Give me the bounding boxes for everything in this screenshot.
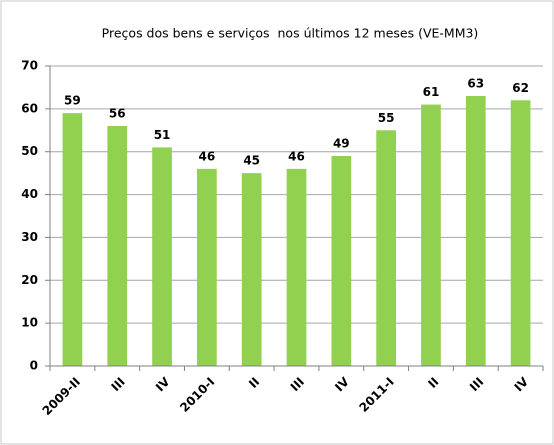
bar (241, 173, 262, 366)
bar (465, 96, 486, 366)
bar (152, 147, 172, 366)
y-tick-label: 50 (21, 144, 38, 158)
data-label: 49 (333, 137, 350, 151)
bar (107, 126, 128, 366)
y-tick-label: 70 (21, 59, 38, 73)
chart-title: Preços dos bens e serviços nos últimos 1… (102, 26, 479, 41)
y-tick-label: 20 (21, 273, 38, 287)
data-label: 55 (378, 111, 395, 125)
bar (421, 104, 441, 367)
data-label: 45 (243, 154, 260, 168)
data-label: 62 (512, 81, 529, 95)
data-label: 61 (423, 85, 440, 99)
bar (286, 168, 307, 366)
y-tick-label: 40 (21, 187, 38, 201)
bar (331, 156, 352, 366)
data-label: 63 (467, 77, 484, 91)
data-label: 59 (64, 94, 81, 108)
bar (510, 100, 531, 367)
y-tick-label: 0 (30, 359, 38, 373)
bar (62, 113, 83, 367)
bar (376, 130, 396, 366)
data-label: 46 (288, 149, 305, 163)
bar (197, 168, 217, 366)
data-label: 46 (199, 149, 216, 163)
data-label: 56 (109, 107, 126, 121)
y-tick-label: 10 (21, 316, 38, 330)
y-tick-label: 60 (21, 101, 38, 115)
data-label: 51 (154, 128, 171, 142)
y-tick-label: 30 (21, 230, 38, 244)
